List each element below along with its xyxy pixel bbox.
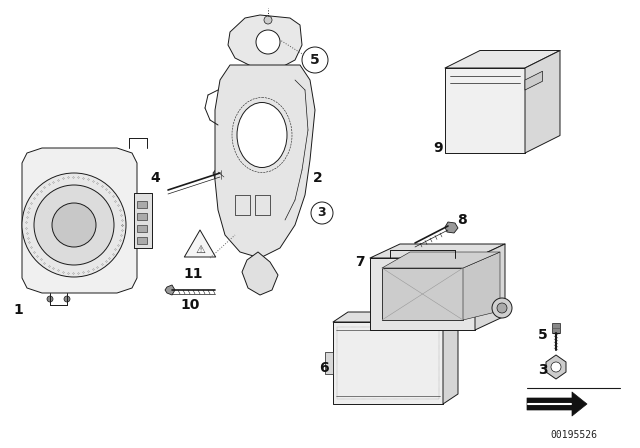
Polygon shape <box>333 322 443 404</box>
Text: 3: 3 <box>538 363 548 377</box>
Polygon shape <box>333 312 458 322</box>
Bar <box>137 225 147 232</box>
Circle shape <box>551 362 561 372</box>
Polygon shape <box>22 148 137 293</box>
Circle shape <box>64 296 70 302</box>
Text: 4: 4 <box>150 171 160 185</box>
Polygon shape <box>242 252 278 295</box>
Text: 7: 7 <box>355 255 365 269</box>
Text: 3: 3 <box>317 207 326 220</box>
Bar <box>137 201 147 208</box>
Polygon shape <box>184 230 216 257</box>
Text: 5: 5 <box>310 53 320 67</box>
Polygon shape <box>445 222 458 233</box>
Polygon shape <box>445 51 560 68</box>
Bar <box>137 237 147 244</box>
Text: 6: 6 <box>319 361 329 375</box>
Polygon shape <box>463 252 500 320</box>
Circle shape <box>497 303 507 313</box>
Text: 00195526: 00195526 <box>550 430 598 440</box>
Bar <box>137 213 147 220</box>
Text: 10: 10 <box>180 298 200 312</box>
Polygon shape <box>165 285 175 295</box>
Polygon shape <box>134 193 152 248</box>
Polygon shape <box>213 168 227 181</box>
Polygon shape <box>443 312 458 404</box>
Polygon shape <box>546 355 566 379</box>
Text: 8: 8 <box>457 213 467 227</box>
Circle shape <box>52 203 96 247</box>
Ellipse shape <box>237 103 287 168</box>
Text: 2: 2 <box>313 171 323 185</box>
Text: 1: 1 <box>13 303 23 317</box>
Polygon shape <box>527 392 587 416</box>
Polygon shape <box>445 68 525 153</box>
Circle shape <box>22 173 126 277</box>
Polygon shape <box>525 71 543 90</box>
Text: 5: 5 <box>538 328 548 342</box>
Circle shape <box>256 30 280 54</box>
Text: ⚠: ⚠ <box>195 245 205 255</box>
Polygon shape <box>215 65 315 258</box>
Polygon shape <box>382 268 463 320</box>
Circle shape <box>34 185 114 265</box>
Circle shape <box>492 298 512 318</box>
Polygon shape <box>382 252 500 268</box>
Polygon shape <box>370 244 505 258</box>
Circle shape <box>264 16 272 24</box>
Text: 11: 11 <box>183 267 203 281</box>
Polygon shape <box>525 51 560 153</box>
Polygon shape <box>325 352 333 374</box>
Polygon shape <box>475 244 505 330</box>
Polygon shape <box>228 15 302 68</box>
Polygon shape <box>370 258 475 330</box>
Bar <box>552 323 560 333</box>
Text: 9: 9 <box>433 141 443 155</box>
Circle shape <box>47 296 53 302</box>
